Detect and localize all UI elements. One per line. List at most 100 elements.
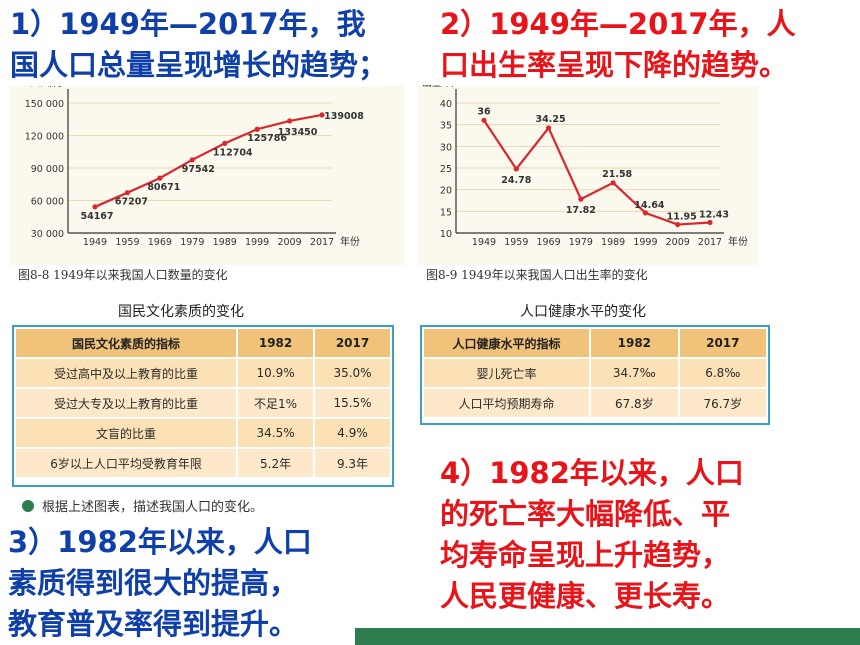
data-point bbox=[319, 112, 325, 118]
caption-3: 3）1982年以来，人口 素质得到很大的提高， 教育普及率得到提升。 bbox=[8, 522, 312, 645]
data-label: 12.43 bbox=[699, 209, 729, 220]
table1-cell: 9.3年 bbox=[313, 447, 392, 479]
x-tick-label: 2009 bbox=[666, 237, 690, 248]
data-label: 67207 bbox=[115, 197, 148, 208]
caption-4-line: 人民更健康、更长寿。 bbox=[440, 579, 731, 613]
table1-cell: 35.0% bbox=[313, 357, 392, 389]
data-point bbox=[157, 175, 163, 181]
caption-3-line: 3）1982年以来，人口 bbox=[8, 525, 312, 559]
data-point bbox=[513, 166, 519, 172]
figure-8-9-caption: 图8-9 1949年以来我国人口出生率的变化 bbox=[426, 268, 648, 282]
x-tick-label: 1969 bbox=[536, 237, 560, 248]
table-row: 文盲的比重 34.5% 4.9% bbox=[13, 417, 392, 449]
x-tick-label: 1989 bbox=[601, 237, 625, 248]
x-tick-label: 1949 bbox=[83, 237, 107, 248]
data-point bbox=[222, 140, 228, 147]
data-label: 11.95 bbox=[667, 212, 697, 223]
caption-2-line: 口出生率呈现下降的趋势。 bbox=[440, 48, 789, 82]
table-row: 婴儿死亡率 34.7‰ 6.8‰ bbox=[421, 357, 769, 389]
x-axis-label: 年份 bbox=[340, 235, 360, 248]
data-point bbox=[286, 118, 293, 124]
table2-cell: 34.7‰ bbox=[589, 357, 680, 389]
x-tick-label: 1969 bbox=[148, 237, 172, 248]
table1-cell: 受过大专及以上教育的比重 bbox=[13, 387, 239, 419]
data-point bbox=[707, 219, 713, 226]
data-label: 34.25 bbox=[536, 114, 566, 125]
y-tick-label: 40 bbox=[440, 99, 452, 110]
exercise-note: 根据上述图表，描述我国人口的变化。 bbox=[22, 496, 263, 515]
table1-cell: 5.2年 bbox=[236, 447, 316, 479]
caption-2-line: 2）1949年—2017年，人 bbox=[440, 7, 796, 41]
data-point bbox=[92, 204, 98, 210]
table2-cell: 人口平均预期寿命 bbox=[421, 387, 592, 419]
data-point bbox=[675, 221, 681, 228]
x-tick-label: 1979 bbox=[180, 237, 204, 248]
y-tick-label: 30 000 bbox=[31, 229, 64, 240]
table1-header-2017: 2017 bbox=[313, 327, 392, 359]
caption-4-line: 4）1982年以来，人口 bbox=[440, 456, 744, 490]
series-line bbox=[94, 113, 323, 208]
data-label: 97542 bbox=[182, 164, 215, 175]
footer-bar bbox=[355, 628, 860, 645]
caption-4: 4）1982年以来，人口 的死亡率大幅降低、平 均寿命呈现上升趋势， 人民更健康… bbox=[440, 453, 744, 617]
culture-quality-table: 国民文化素质的指标 1982 2017 受过高中及以上教育的比重 10.9% 3… bbox=[13, 327, 392, 479]
table1-cell: 4.9% bbox=[313, 417, 392, 449]
activity-icon bbox=[22, 500, 34, 512]
data-label: 125786 bbox=[247, 133, 287, 144]
data-point bbox=[545, 125, 552, 131]
x-tick-label: 1959 bbox=[504, 237, 528, 248]
data-label: 17.82 bbox=[566, 205, 596, 216]
figure-8-8-caption: 图8-8 1949年以来我国人口数量的变化 bbox=[18, 268, 228, 282]
table2-cell: 6.8‰ bbox=[677, 357, 769, 389]
caption-1-line: 国人口总量呈现增长的趋势； bbox=[10, 48, 388, 82]
data-point bbox=[124, 190, 131, 196]
table1-cell: 不足1% bbox=[236, 387, 316, 419]
table-row: 受过大专及以上教育的比重 不足1% 15.5% bbox=[13, 387, 392, 419]
caption-1: 1）1949年—2017年，我 国人口总量呈现增长的趋势； bbox=[10, 4, 388, 86]
data-point bbox=[578, 196, 584, 202]
data-label: 21.58 bbox=[602, 169, 632, 180]
y-tick-label: 25 bbox=[440, 164, 452, 175]
caption-4-line: 均寿命呈现上升趋势， bbox=[440, 538, 731, 572]
data-label: 24.78 bbox=[501, 175, 531, 186]
birth-rate-chart-panel: 10152025303540出生率/‰年份1949195919691979198… bbox=[418, 76, 758, 265]
table2-header-2017: 2017 bbox=[677, 327, 769, 359]
caption-2: 2）1949年—2017年，人 口出生率呈现下降的趋势。 bbox=[440, 4, 796, 86]
table-row: 6岁以上人口平均受教育年限 5.2年 9.3年 bbox=[13, 447, 392, 479]
data-point bbox=[610, 180, 616, 186]
x-tick-label: 2017 bbox=[310, 237, 334, 248]
y-tick-label: 90 000 bbox=[31, 164, 64, 175]
y-tick-label: 120 000 bbox=[25, 132, 64, 143]
table1-cell: 6岁以上人口平均受教育年限 bbox=[13, 447, 239, 479]
data-point bbox=[642, 210, 649, 216]
caption-4-line: 的死亡率大幅降低、平 bbox=[440, 497, 731, 531]
table1-cell: 34.5% bbox=[236, 417, 316, 449]
table1-header-indicator: 国民文化素质的指标 bbox=[13, 327, 239, 359]
x-axis-label: 年份 bbox=[728, 235, 748, 248]
y-tick-label: 10 bbox=[440, 229, 452, 240]
data-point bbox=[481, 117, 487, 123]
x-tick-label: 1989 bbox=[213, 237, 237, 248]
x-tick-label: 1999 bbox=[245, 237, 269, 248]
x-tick-label: 2017 bbox=[698, 237, 722, 248]
note-text: 根据上述图表，描述我国人口的变化。 bbox=[42, 500, 264, 515]
data-label: 14.64 bbox=[634, 200, 664, 211]
table2-header-indicator: 人口健康水平的指标 bbox=[421, 327, 592, 359]
table1-cell: 文盲的比重 bbox=[13, 417, 239, 449]
y-tick-label: 30 bbox=[440, 142, 452, 153]
data-label: 54167 bbox=[80, 211, 113, 222]
y-tick-label: 60 000 bbox=[31, 197, 64, 208]
data-label: 112704 bbox=[213, 147, 253, 158]
table2-header-1982: 1982 bbox=[589, 327, 680, 359]
x-tick-label: 1999 bbox=[633, 237, 657, 248]
caption-3-line: 素质得到很大的提高， bbox=[8, 566, 299, 600]
data-label: 80671 bbox=[147, 182, 180, 193]
table1-cell: 15.5% bbox=[313, 387, 392, 419]
series-line bbox=[483, 119, 711, 226]
y-tick-label: 20 bbox=[440, 186, 452, 197]
table1-title: 国民文化素质的变化 bbox=[118, 304, 244, 320]
x-tick-label: 1949 bbox=[472, 237, 496, 248]
birth-rate-line-chart: 10152025303540出生率/‰年份1949195919691979198… bbox=[422, 76, 748, 248]
